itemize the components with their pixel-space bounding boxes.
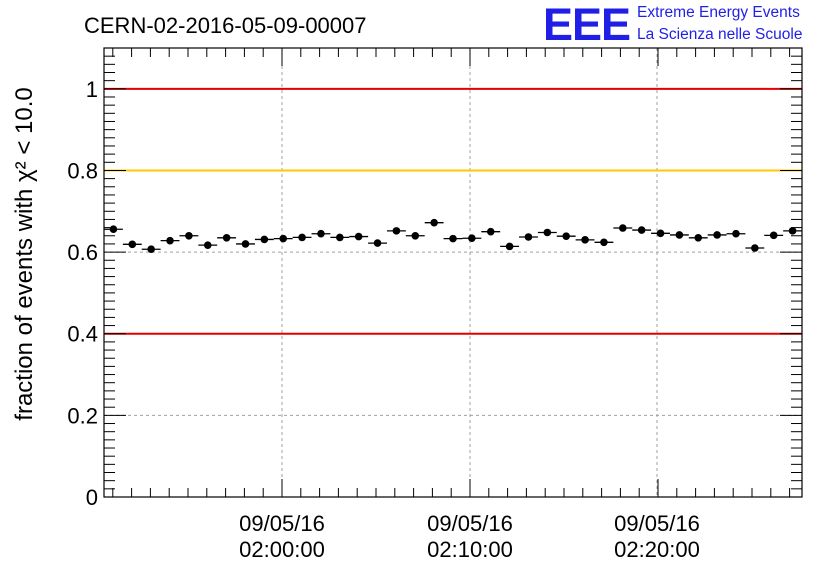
data-point [392, 227, 401, 235]
x-tick-label-time: 02:20:00 [614, 537, 700, 562]
data-point [147, 245, 155, 254]
eee-logo: EEE Extreme Energy Events La Scienza nel… [543, 0, 833, 50]
data-point [524, 233, 533, 241]
data-point [637, 226, 646, 234]
data-point [109, 225, 118, 234]
data-point [222, 234, 231, 242]
logo-line-2: La Scienza nelle Scuole [637, 26, 803, 43]
data-point [449, 234, 457, 243]
y-tick-label: 0 [86, 485, 98, 510]
data-point [656, 229, 665, 238]
x-tick-label-date: 09/05/16 [614, 511, 700, 536]
data-point [543, 228, 552, 237]
x-tick-label-time: 02:10:00 [427, 537, 513, 562]
data-point [751, 244, 759, 252]
data-point [505, 242, 514, 251]
x-tick-label-time: 02:00:00 [239, 537, 325, 562]
data-point [260, 235, 269, 244]
data-point [675, 231, 684, 239]
data-point [373, 239, 382, 247]
data-point [694, 234, 703, 242]
x-tick-label-date: 09/05/16 [427, 511, 513, 536]
logo-mark: EEE [543, 0, 631, 50]
data-point [600, 238, 608, 247]
data-point [732, 229, 740, 238]
plot-frame [103, 47, 803, 498]
data-point [430, 218, 438, 227]
logo-line-1: Extreme Energy Events [637, 4, 800, 21]
data-point [713, 231, 721, 239]
data-point [317, 229, 325, 238]
data-point [411, 231, 420, 240]
data-point [486, 227, 495, 236]
data-point [769, 231, 778, 240]
data-point [203, 241, 212, 249]
data-point [618, 224, 627, 232]
data-point [581, 236, 589, 244]
y-axis-label: fraction of events with χ² < 10.0 [11, 87, 38, 420]
data-point [562, 232, 570, 240]
data-point [788, 227, 797, 235]
data-point [279, 234, 288, 243]
data-point [241, 240, 250, 248]
y-tick-label: 0.4 [67, 322, 98, 347]
y-tick-label: 0.6 [67, 240, 98, 265]
data-point [166, 236, 174, 245]
data-point [354, 232, 363, 241]
y-tick-label: 0.2 [67, 403, 98, 428]
y-tick-label: 0.8 [67, 158, 98, 183]
data-point [468, 234, 476, 243]
data-point [336, 233, 344, 242]
y-tick-label: 1 [86, 77, 98, 102]
data-point [298, 233, 306, 242]
data-point [128, 240, 137, 249]
plot-area: 00.20.40.60.8109/05/1602:00:0009/05/1602… [67, 47, 803, 562]
data-point [185, 231, 193, 240]
x-tick-label-date: 09/05/16 [239, 511, 325, 536]
chart-title: CERN-02-2016-05-09-00007 [84, 13, 367, 38]
